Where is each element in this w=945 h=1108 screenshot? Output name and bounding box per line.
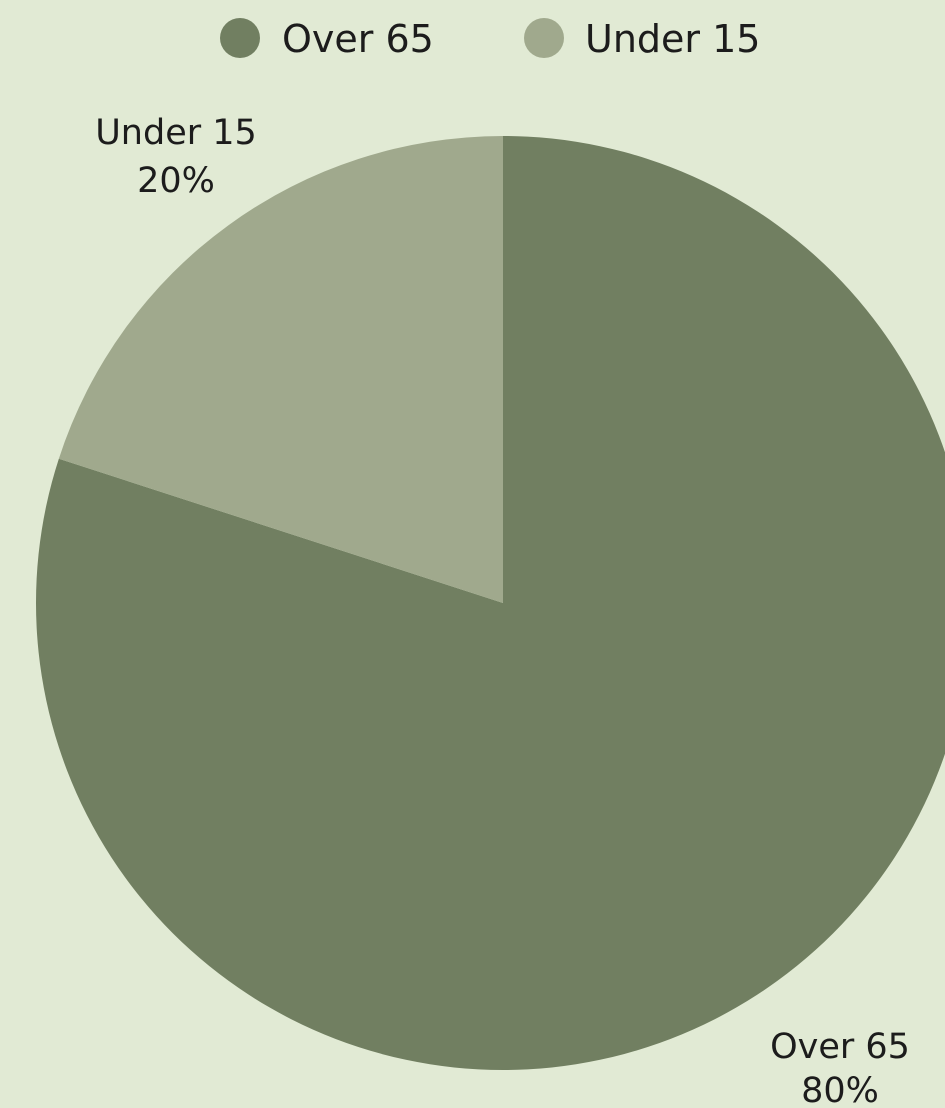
pie-slices [36, 136, 945, 1070]
slice-label-under-15-percent: 20% [137, 161, 215, 201]
legend-label-under-15: Under 15 [585, 17, 760, 61]
slice-label-under-15-name: Under 15 [95, 113, 257, 153]
slice-labels: Under 15 20% Over 65 80% [95, 113, 910, 1108]
legend-swatch-over-65 [220, 18, 260, 58]
slice-label-over-65-percent: 80% [801, 1071, 879, 1108]
pie-slice-under-15 [58, 136, 504, 603]
legend: Over 65 Under 15 [220, 17, 760, 61]
pie-slice-over-65 [36, 136, 945, 1070]
slice-label-over-65-name: Over 65 [770, 1027, 910, 1067]
legend-label-over-65: Over 65 [282, 17, 434, 61]
legend-swatch-under-15 [524, 18, 564, 58]
